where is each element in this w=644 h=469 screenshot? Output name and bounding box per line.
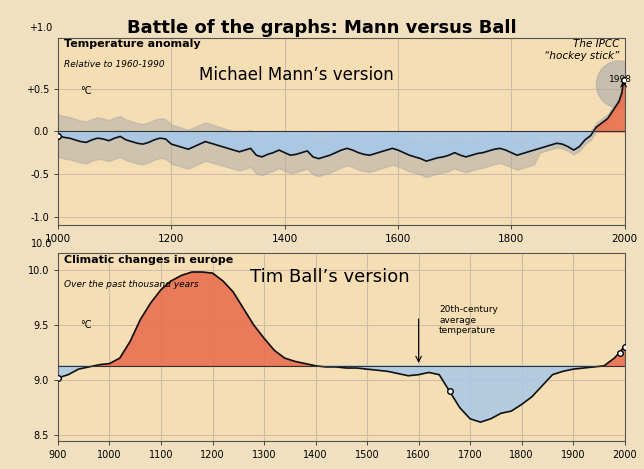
Text: Relative to 1960-1990: Relative to 1960-1990	[64, 60, 164, 69]
Text: Temperature anomaly: Temperature anomaly	[64, 39, 200, 49]
Ellipse shape	[596, 61, 641, 108]
Text: °C: °C	[80, 86, 92, 96]
Text: 1998: 1998	[609, 75, 632, 84]
Text: Battle of the graphs: Mann versus Ball: Battle of the graphs: Mann versus Ball	[127, 19, 517, 37]
Text: 10.0: 10.0	[31, 239, 52, 249]
Text: Climatic changes in europe: Climatic changes in europe	[64, 255, 233, 265]
Text: Tim Ball’s version: Tim Ball’s version	[250, 268, 410, 286]
Text: Over the past thousand years: Over the past thousand years	[64, 280, 198, 288]
Text: Michael Mann’s version: Michael Mann’s version	[198, 66, 393, 83]
Text: °C: °C	[80, 320, 92, 330]
Text: The IPCC
“hockey stick”: The IPCC “hockey stick”	[544, 39, 619, 61]
Text: 20th-century
average
temperature: 20th-century average temperature	[439, 305, 498, 335]
Text: +1.0: +1.0	[29, 23, 52, 33]
